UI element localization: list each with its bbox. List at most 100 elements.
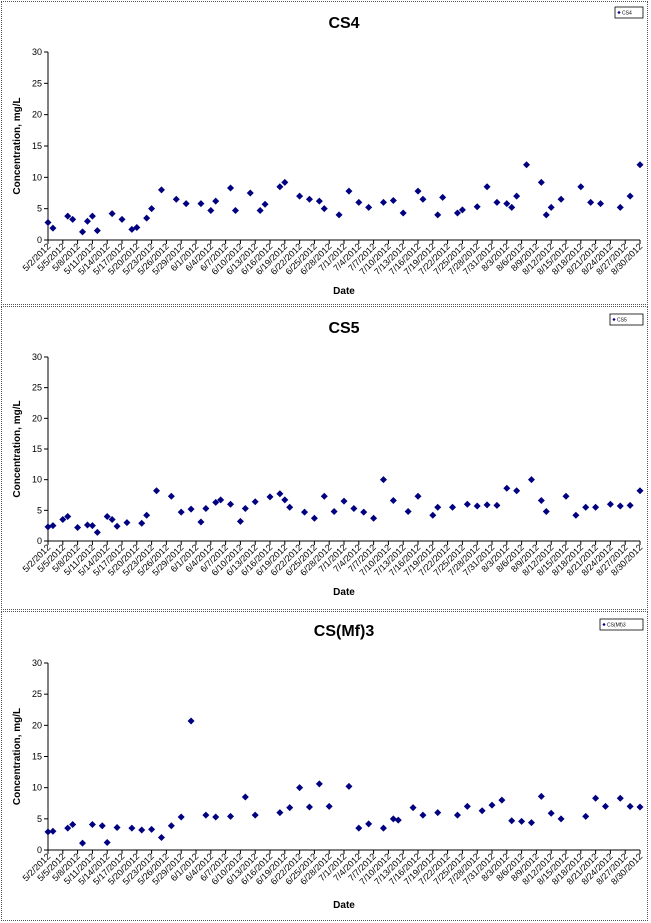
data-point <box>458 206 466 214</box>
data-point <box>365 820 373 828</box>
data-point <box>330 508 338 516</box>
y-tick-label: 25 <box>32 689 42 699</box>
data-point <box>157 186 165 194</box>
data-point <box>513 487 521 495</box>
y-tick-label: 30 <box>32 352 42 362</box>
data-point <box>261 200 269 208</box>
data-point <box>231 207 239 215</box>
data-point <box>379 476 387 484</box>
y-tick-label: 30 <box>32 47 42 57</box>
data-point <box>44 828 52 836</box>
data-point <box>79 839 87 847</box>
data-point <box>439 193 447 201</box>
data-point <box>483 183 491 191</box>
data-point <box>246 189 254 197</box>
data-point <box>148 825 156 833</box>
data-point <box>310 514 318 522</box>
data-point <box>493 198 501 206</box>
data-point <box>493 501 501 509</box>
data-point <box>281 496 289 504</box>
data-point <box>69 820 77 828</box>
data-point <box>537 178 545 186</box>
data-point <box>157 834 165 842</box>
data-point <box>64 212 72 220</box>
data-point <box>305 195 313 203</box>
data-point <box>79 228 87 236</box>
data-point <box>74 524 82 532</box>
data-point <box>345 782 353 790</box>
x-axis-title: Date <box>333 286 355 297</box>
data-point <box>537 497 545 505</box>
data-point <box>212 813 220 821</box>
y-tick-label: 15 <box>32 752 42 762</box>
data-point <box>227 812 235 820</box>
data-point <box>592 794 600 802</box>
data-point <box>453 811 461 819</box>
data-point <box>93 227 101 235</box>
data-point <box>49 827 57 835</box>
data-point <box>325 802 333 810</box>
data-point <box>143 511 151 519</box>
data-point <box>449 503 457 511</box>
data-point <box>601 802 609 810</box>
y-axis-title: Concentration, mg/L <box>12 708 23 805</box>
data-point <box>83 217 91 225</box>
data-point <box>409 804 417 812</box>
chart-title: CS(Mf)3 <box>314 623 375 640</box>
data-point <box>606 500 614 508</box>
data-point <box>286 503 294 511</box>
data-point <box>478 807 486 815</box>
data-point <box>296 784 304 792</box>
data-point <box>636 803 644 811</box>
legend-marker <box>612 317 616 322</box>
data-point <box>626 501 634 509</box>
data-point <box>320 492 328 500</box>
data-point <box>399 209 407 217</box>
data-point <box>286 804 294 812</box>
chart-svg-0: CS40510152025305/2/20125/5/20125/8/20125… <box>12 6 644 297</box>
data-point <box>202 811 210 819</box>
data-point <box>582 503 590 511</box>
data-point <box>113 824 121 832</box>
data-point <box>523 161 531 169</box>
data-point <box>562 492 570 500</box>
data-point <box>572 511 580 519</box>
data-point <box>488 801 496 809</box>
data-point <box>592 503 600 511</box>
data-point <box>434 503 442 511</box>
data-point <box>345 187 353 195</box>
y-tick-label: 30 <box>32 658 42 668</box>
data-point <box>197 200 205 208</box>
data-point <box>64 824 72 832</box>
data-point <box>88 820 96 828</box>
data-point <box>167 492 175 500</box>
data-point <box>473 203 481 211</box>
data-point <box>98 822 106 830</box>
data-point <box>108 210 116 218</box>
data-point <box>148 205 156 213</box>
data-point <box>636 487 644 495</box>
data-point <box>315 197 323 205</box>
data-point <box>241 793 249 801</box>
data-point <box>138 826 146 834</box>
data-point <box>133 223 141 231</box>
data-point <box>542 508 550 516</box>
data-point <box>103 512 111 520</box>
legend-box <box>614 6 644 19</box>
y-tick-label: 20 <box>32 413 42 423</box>
data-point <box>597 200 605 208</box>
y-tick-label: 0 <box>37 235 42 245</box>
data-point <box>513 192 521 200</box>
data-point <box>473 502 481 510</box>
data-point <box>138 519 146 527</box>
y-tick-label: 5 <box>37 505 42 515</box>
chart-panel-csmf3: CS(Mf)3 0 5 10 15 20 25 30 5/2/2012 5/5/2012 5/8/2… <box>1 611 648 921</box>
data-point <box>365 203 373 211</box>
data-point <box>320 205 328 213</box>
legend-marker <box>617 10 621 15</box>
data-point <box>389 197 397 205</box>
data-point <box>59 516 67 524</box>
data-point <box>537 792 545 800</box>
data-point <box>577 183 585 191</box>
data-point <box>266 493 274 501</box>
